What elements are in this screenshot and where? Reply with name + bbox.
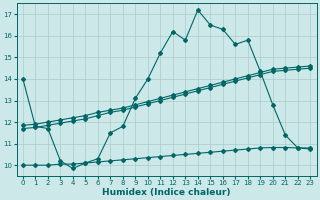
X-axis label: Humidex (Indice chaleur): Humidex (Indice chaleur) [102, 188, 231, 197]
